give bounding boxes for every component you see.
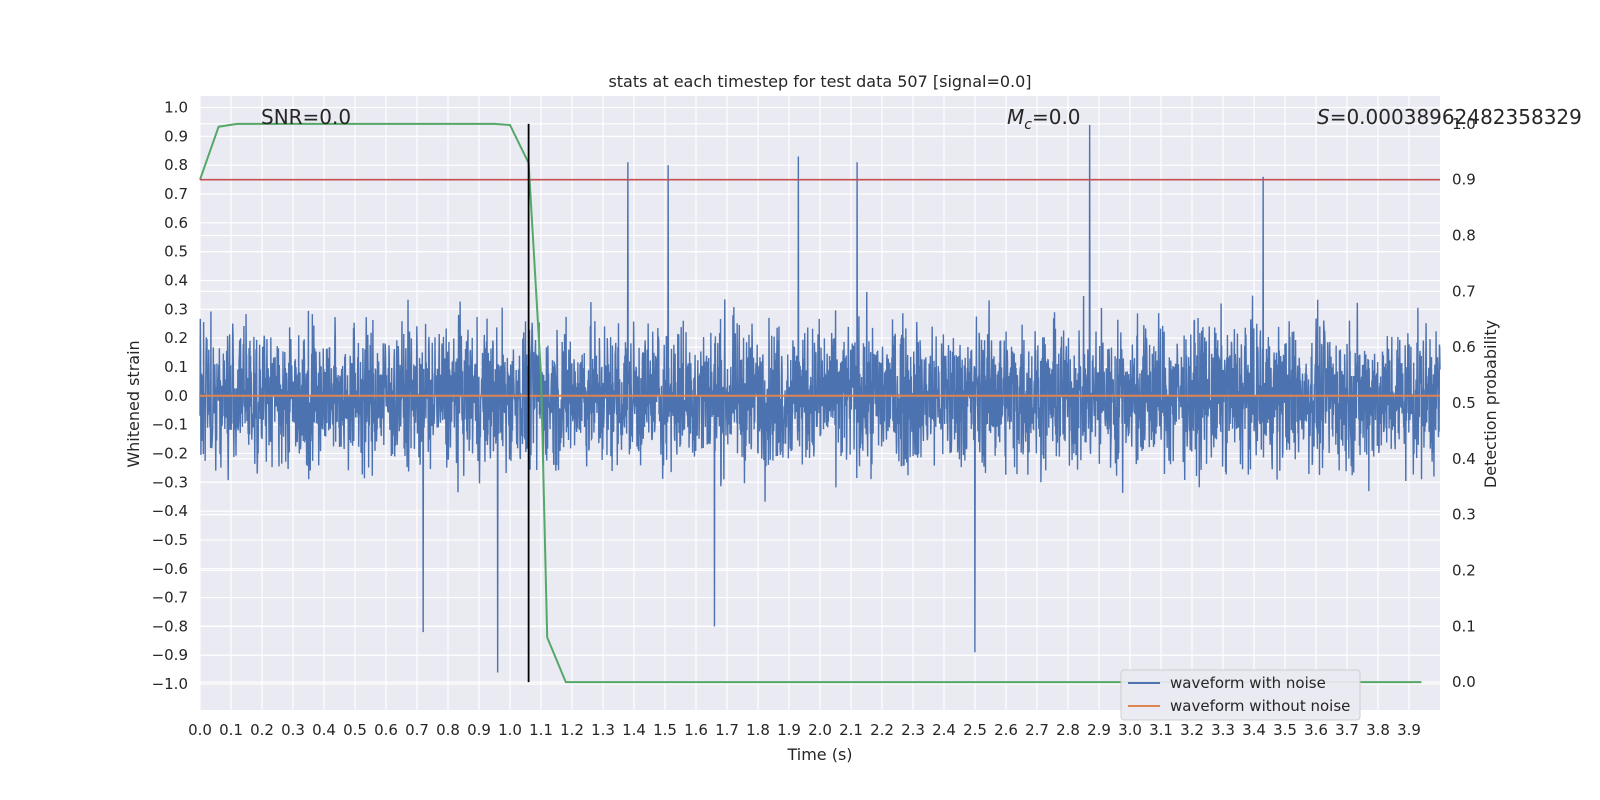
legend-label-noise: waveform with noise — [1170, 674, 1326, 692]
y-tick-label-left: 0.0 — [164, 387, 188, 405]
x-tick-label: 3.9 — [1397, 721, 1421, 739]
x-tick-label: 1.6 — [684, 721, 708, 739]
x-tick-label: 1.4 — [622, 721, 646, 739]
y-tick-label-left: 0.5 — [164, 243, 188, 261]
x-tick-label: 3.8 — [1366, 721, 1390, 739]
y-tick-label-left: 0.4 — [164, 271, 188, 289]
x-tick-label: 2.1 — [839, 721, 863, 739]
y-tick-label-left: −0.1 — [152, 416, 188, 434]
chart-title: stats at each timestep for test data 507… — [608, 72, 1031, 91]
y-tick-label-right: 1.0 — [1452, 115, 1476, 133]
x-tick-label: 2.5 — [963, 721, 987, 739]
s-annotation: S=0.00038962482358329 — [1317, 105, 1582, 129]
y-tick-label-left: 0.3 — [164, 300, 188, 318]
x-tick-label: 1.2 — [560, 721, 584, 739]
x-tick-label: 1.7 — [715, 721, 739, 739]
y-tick-label-right: 0.8 — [1452, 227, 1476, 245]
y-tick-label-left: 0.2 — [164, 329, 188, 347]
y-tick-label-left: 0.9 — [164, 127, 188, 145]
x-tick-label: 2.0 — [808, 721, 832, 739]
x-tick-label: 0.2 — [250, 721, 274, 739]
y-tick-label-left: 0.1 — [164, 358, 188, 376]
x-tick-label: 2.7 — [1025, 721, 1049, 739]
x-tick-label: 0.4 — [312, 721, 336, 739]
y-tick-label-left: 0.8 — [164, 156, 188, 174]
x-tick-label: 1.3 — [591, 721, 615, 739]
y-tick-label-left: −0.5 — [152, 531, 188, 549]
snr-annotation: SNR=0.0 — [261, 105, 351, 129]
s-symbol: S — [1317, 105, 1330, 129]
series-detection-probability — [199, 122, 1422, 684]
y-axis-label-right: Detection probability — [1481, 320, 1500, 488]
y-tick-label-left: −0.6 — [152, 560, 188, 578]
x-tick-label: 0.8 — [436, 721, 460, 739]
x-tick-label: 3.4 — [1242, 721, 1266, 739]
legend-label-clean: waveform without noise — [1170, 697, 1350, 715]
mc-value: =0.0 — [1032, 105, 1081, 129]
s-value: =0.00038962482358329 — [1330, 105, 1582, 129]
x-tick-label: 0.1 — [219, 721, 243, 739]
x-tick-label: 3.3 — [1211, 721, 1235, 739]
y-tick-label-right: 0.5 — [1452, 394, 1476, 412]
y-tick-label-right: 0.3 — [1452, 506, 1476, 524]
x-tick-label: 1.1 — [529, 721, 553, 739]
x-tick-label: 2.9 — [1087, 721, 1111, 739]
y-tick-label-left: 1.0 — [164, 99, 188, 117]
x-tick-label: 1.5 — [653, 721, 677, 739]
x-tick-label: 2.2 — [870, 721, 894, 739]
series-waveform-with-noise — [199, 124, 1441, 673]
y-tick-label-left: 0.6 — [164, 214, 188, 232]
x-axis-label: Time (s) — [786, 745, 852, 764]
x-tick-label: 0.6 — [374, 721, 398, 739]
x-tick-label: 2.8 — [1056, 721, 1080, 739]
x-tick-label: 0.5 — [343, 721, 367, 739]
x-tick-label: 3.1 — [1149, 721, 1173, 739]
x-tick-label: 0.3 — [281, 721, 305, 739]
y-tick-label-right: 0.6 — [1452, 338, 1476, 356]
x-tick-label: 2.4 — [932, 721, 956, 739]
y-tick-label-right: 0.7 — [1452, 282, 1476, 300]
legend: waveform with noise waveform without noi… — [1120, 669, 1361, 721]
mc-symbol: M — [1007, 105, 1024, 129]
y-tick-label-left: −0.3 — [152, 473, 188, 491]
mc-subscript: c — [1024, 117, 1032, 133]
x-tick-label: 0.0 — [188, 721, 212, 739]
x-tick-label: 2.6 — [994, 721, 1018, 739]
y-tick-label-left: −0.9 — [152, 646, 188, 664]
y-axis-label-left: Whitened strain — [124, 340, 143, 467]
y-tick-label-right: 0.9 — [1452, 171, 1476, 189]
x-tick-label: 3.7 — [1335, 721, 1359, 739]
mc-annotation: Mc=0.0 — [1007, 105, 1081, 133]
x-tick-label: 1.0 — [498, 721, 522, 739]
y-tick-label-left: −0.8 — [152, 617, 188, 635]
x-tick-label: 1.8 — [746, 721, 770, 739]
series-layer — [199, 122, 1441, 684]
x-tick-label: 1.9 — [777, 721, 801, 739]
y-tick-label-right: 0.2 — [1452, 561, 1476, 579]
y-tick-label-left: −0.2 — [152, 444, 188, 462]
y-tick-label-left: −0.4 — [152, 502, 188, 520]
y-tick-label-right: 0.4 — [1452, 450, 1476, 468]
x-tick-label: 0.9 — [467, 721, 491, 739]
y-tick-label-left: −0.7 — [152, 589, 188, 607]
x-tick-label: 2.3 — [901, 721, 925, 739]
y-tick-label-right: 0.1 — [1452, 617, 1476, 635]
x-tick-label: 3.2 — [1180, 721, 1204, 739]
x-tick-label: 3.0 — [1118, 721, 1142, 739]
x-tick-label: 0.7 — [405, 721, 429, 739]
x-tick-label: 3.6 — [1304, 721, 1328, 739]
x-tick-label: 3.5 — [1273, 721, 1297, 739]
legend-box — [1120, 669, 1361, 721]
y-tick-label-right: 0.0 — [1452, 673, 1476, 691]
y-tick-label-left: −1.0 — [152, 675, 188, 693]
tick-labels: 0.0 0.1 0.2 0.3 0.4 0.5 0.6 0.7 0.8 0.9 1.0 1.1 1.2 1… — [152, 99, 1476, 739]
y-tick-label-left: 0.7 — [164, 185, 188, 203]
